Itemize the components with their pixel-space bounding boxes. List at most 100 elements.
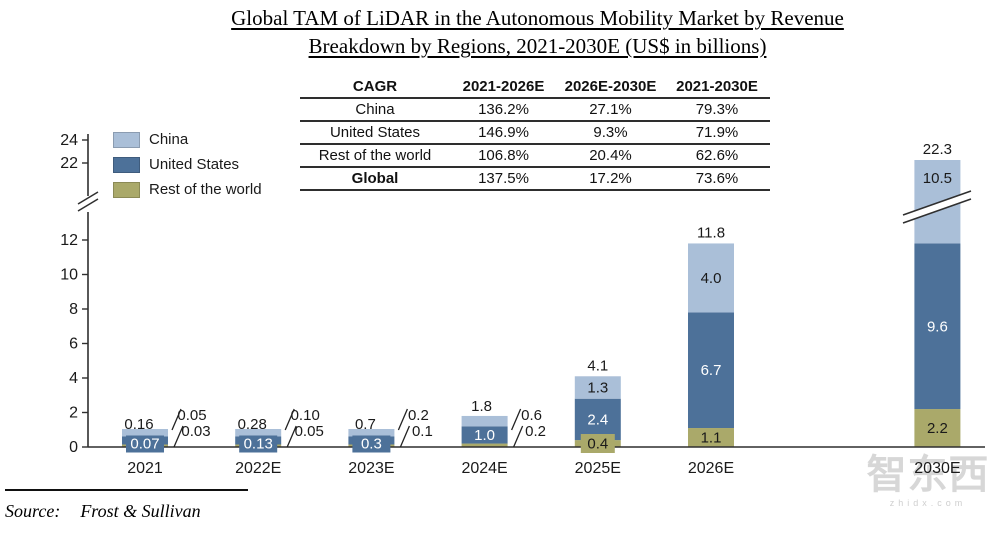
cagr-header-row: CAGR 2021-2026E 2026E-2030E 2021-2030E: [300, 76, 770, 99]
cagr-cell: 20.4%: [557, 144, 664, 168]
leader-line: [286, 425, 297, 448]
source-note: Source: Frost & Sullivan: [5, 501, 201, 522]
us-value-badge: [352, 435, 391, 453]
y-tick-label: 12: [60, 232, 78, 249]
total-label: 1.8: [471, 398, 492, 415]
bar-segment-united-states: [914, 243, 961, 410]
cagr-header-cell: CAGR: [300, 76, 450, 99]
x-axis-label: 2025E: [575, 460, 621, 477]
row-value-label: 0.4: [587, 436, 608, 453]
total-label: 0.7: [355, 416, 376, 433]
chart-title-line2: Breakdown by Regions, 2021-2030E (US$ in…: [308, 34, 767, 58]
total-label: 0.16: [124, 416, 153, 433]
legend-item: United States: [113, 152, 262, 177]
source-prefix: Source:: [5, 501, 61, 521]
bar-segment-china: [574, 376, 621, 399]
china-value-label: 0.6: [521, 407, 542, 424]
row-value-label: 2.2: [927, 420, 948, 437]
y-tick-label: 2: [69, 405, 78, 422]
x-axis-label: 2026E: [688, 460, 734, 477]
bar-segment-rest-of-world: [914, 409, 961, 447]
cagr-cell: 71.9%: [664, 121, 770, 145]
legend-item: Rest of the world: [113, 177, 262, 202]
bar-segment-china: [461, 415, 508, 427]
bar-break-mask: [903, 191, 971, 223]
row-value-label: 0.05: [295, 423, 324, 440]
x-axis-label: 2021: [127, 460, 163, 477]
legend-label: United States: [149, 156, 240, 173]
legend-label: Rest of the world: [149, 181, 262, 198]
total-label: 4.1: [587, 357, 608, 374]
cagr-row: Rest of the world 106.8% 20.4% 62.6%: [300, 144, 770, 168]
us-value-label: 0.07: [130, 436, 159, 453]
row-value-label: 0.1: [412, 423, 433, 440]
cagr-row: United States 146.9% 9.3% 71.9%: [300, 121, 770, 145]
row-value-label: 1.1: [701, 430, 722, 447]
cagr-header-cell: 2021-2030E: [664, 76, 770, 99]
cagr-header-cell: 2021-2026E: [450, 76, 557, 99]
leader-line: [399, 425, 410, 448]
leader-line: [284, 408, 295, 431]
leader-line: [397, 408, 408, 431]
china-value-label: 1.3: [587, 379, 608, 396]
cagr-cell: 9.3%: [557, 121, 664, 145]
cagr-cell: 106.8%: [450, 144, 557, 168]
source-text: Frost & Sullivan: [80, 501, 201, 521]
row-value-badge: [580, 434, 615, 453]
us-value-label: 0.13: [244, 436, 273, 453]
legend-swatch: [113, 156, 140, 173]
bar-break-line: [902, 190, 972, 216]
axis-break-line: [77, 191, 99, 205]
chart-title: Global TAM of LiDAR in the Autonomous Mo…: [75, 4, 1000, 60]
bar-segment-rest-of-world: [461, 443, 508, 447]
china-value-label: 10.5: [923, 170, 952, 187]
cagr-header-cell: 2026E-2030E: [557, 76, 664, 99]
leader-line: [511, 408, 522, 431]
bar-segment-united-states: [461, 426, 508, 444]
total-label: 0.28: [238, 416, 267, 433]
cagr-cell: 136.2%: [450, 98, 557, 122]
x-axis-label: 2022E: [235, 460, 281, 477]
bar-segment-rest-of-world: [688, 428, 734, 447]
us-value-label: 9.6: [927, 318, 948, 335]
watermark: 智东西 zhidx.com: [858, 452, 998, 508]
cagr-cell: 27.1%: [557, 98, 664, 122]
cagr-row-label: Global: [300, 167, 450, 191]
us-value-label: 0.3: [361, 436, 382, 453]
leader-line: [173, 425, 184, 448]
cagr-cell: 62.6%: [664, 144, 770, 168]
cagr-cell: 137.5%: [450, 167, 557, 191]
y-tick-label: 22: [60, 155, 78, 172]
china-value-label: 4.0: [701, 270, 722, 287]
row-value-label: 0.03: [181, 423, 210, 440]
bar-segment-china: [688, 243, 734, 313]
row-value-label: 0.2: [525, 423, 546, 440]
us-value-label: 2.4: [587, 411, 608, 428]
bar-break-line: [902, 198, 972, 224]
x-axis-label: 2030E: [914, 460, 960, 477]
x-axis-label: 2024E: [461, 460, 507, 477]
legend-item: China: [113, 127, 262, 152]
leader-line: [171, 408, 182, 431]
cagr-row-label: Rest of the world: [300, 144, 450, 168]
cagr-row-label: United States: [300, 121, 450, 145]
legend-swatch: [113, 131, 140, 148]
chart-title-line1: Global TAM of LiDAR in the Autonomous Mo…: [231, 6, 844, 30]
y-tick-label: 4: [69, 370, 78, 387]
bar-segment-united-states: [574, 398, 621, 441]
watermark-url: zhidx.com: [889, 498, 967, 508]
china-value-label: 0.10: [291, 407, 320, 424]
legend: China United States Rest of the world: [113, 127, 262, 202]
cagr-cell: 73.6%: [664, 167, 770, 191]
y-tick-label: 8: [69, 301, 78, 318]
cagr-cell: 146.9%: [450, 121, 557, 145]
bar-segment-china: [348, 429, 395, 437]
cagr-row-label: China: [300, 98, 450, 122]
us-value-label: 1.0: [474, 427, 495, 444]
us-value-badge: [239, 435, 278, 453]
bar-segment-china: [122, 429, 168, 437]
axis-break-mask: [84, 196, 92, 212]
bar-segment-united-states: [688, 312, 734, 429]
cagr-cell: 79.3%: [664, 98, 770, 122]
